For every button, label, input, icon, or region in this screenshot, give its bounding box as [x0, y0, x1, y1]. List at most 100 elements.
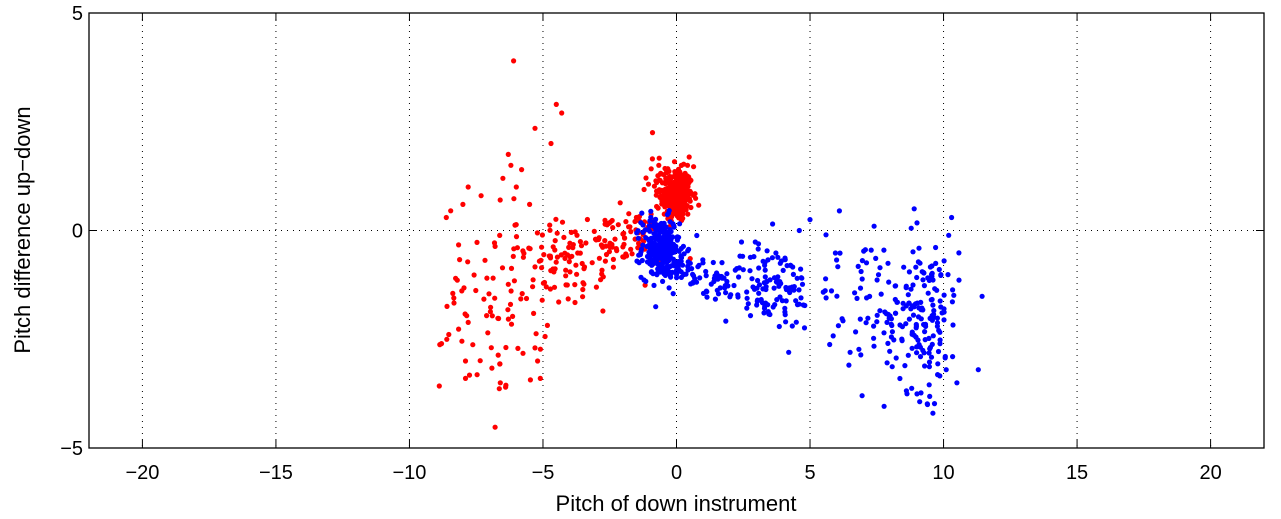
data-point: [749, 276, 755, 282]
data-point: [481, 296, 487, 302]
data-point: [909, 385, 915, 391]
data-point: [664, 263, 670, 269]
data-point: [979, 293, 985, 299]
data-point: [527, 246, 533, 252]
data-point: [669, 250, 675, 256]
data-point: [751, 254, 757, 260]
data-point: [828, 288, 835, 294]
data-point: [868, 247, 874, 253]
data-point: [703, 268, 709, 275]
data-point: [574, 271, 580, 277]
data-point: [765, 257, 771, 263]
data-point: [874, 277, 880, 283]
data-point: [640, 242, 646, 248]
data-point: [863, 320, 869, 326]
data-point: [807, 217, 813, 223]
data-point: [935, 348, 942, 355]
data-point: [877, 308, 883, 314]
data-point: [508, 162, 514, 168]
data-point: [762, 267, 768, 273]
data-point: [686, 180, 692, 186]
data-point: [738, 239, 745, 245]
data-point: [777, 260, 783, 266]
data-point: [518, 296, 524, 302]
data-point: [534, 230, 541, 236]
data-point: [523, 295, 530, 302]
data-point: [443, 214, 449, 221]
data-point: [871, 223, 877, 229]
data-point: [910, 312, 917, 318]
data-point: [595, 236, 602, 243]
data-point: [531, 310, 537, 316]
data-point: [510, 58, 517, 64]
data-point: [877, 265, 883, 271]
data-point: [775, 274, 781, 280]
data-point: [539, 244, 545, 250]
data-point: [552, 238, 558, 244]
data-point: [858, 268, 864, 275]
data-point: [798, 266, 804, 272]
x-tick-label: 20: [1199, 462, 1221, 484]
data-points: [436, 58, 985, 430]
data-point: [931, 314, 937, 320]
data-point: [823, 295, 829, 301]
data-point: [648, 208, 654, 214]
data-point: [939, 310, 945, 316]
data-point: [471, 272, 477, 278]
data-point: [670, 256, 677, 262]
data-point: [926, 359, 933, 365]
data-point: [802, 302, 808, 309]
data-point: [928, 354, 935, 360]
data-point: [465, 259, 471, 265]
data-point: [839, 316, 845, 322]
data-point: [610, 225, 616, 231]
data-point: [660, 246, 666, 253]
data-point: [760, 286, 766, 292]
data-point: [913, 264, 919, 270]
data-point: [921, 350, 927, 356]
data-point: [919, 269, 925, 275]
data-point: [667, 227, 673, 233]
data-point: [949, 299, 956, 305]
data-point: [651, 256, 657, 262]
data-point: [899, 336, 905, 342]
data-point: [908, 286, 914, 292]
data-point: [462, 375, 469, 381]
data-point: [623, 251, 629, 257]
data-point: [920, 277, 926, 283]
data-point: [488, 345, 494, 351]
data-point: [622, 235, 628, 241]
data-point: [547, 222, 553, 228]
data-point: [924, 401, 931, 408]
data-point: [541, 252, 547, 258]
data-point: [867, 293, 873, 299]
data-point: [916, 245, 922, 251]
data-point: [448, 208, 454, 214]
data-point: [674, 269, 681, 275]
data-point: [511, 196, 517, 202]
data-point: [505, 281, 511, 287]
data-point: [640, 222, 646, 228]
data-point: [930, 333, 936, 339]
data-point: [520, 350, 526, 356]
data-point: [691, 164, 697, 170]
data-point: [638, 274, 644, 280]
data-point: [561, 234, 567, 240]
data-point: [577, 250, 583, 256]
data-point: [503, 384, 509, 390]
data-point: [450, 290, 456, 296]
data-point: [909, 345, 915, 351]
data-point: [771, 285, 777, 291]
data-point: [682, 170, 688, 176]
data-point: [556, 299, 562, 305]
data-point: [892, 310, 899, 316]
data-point: [697, 275, 703, 281]
data-point: [659, 265, 665, 271]
data-point: [724, 278, 730, 285]
data-point: [583, 240, 589, 246]
data-point: [937, 298, 943, 304]
data-point: [717, 285, 723, 291]
data-point: [649, 130, 656, 136]
data-point: [513, 184, 519, 190]
